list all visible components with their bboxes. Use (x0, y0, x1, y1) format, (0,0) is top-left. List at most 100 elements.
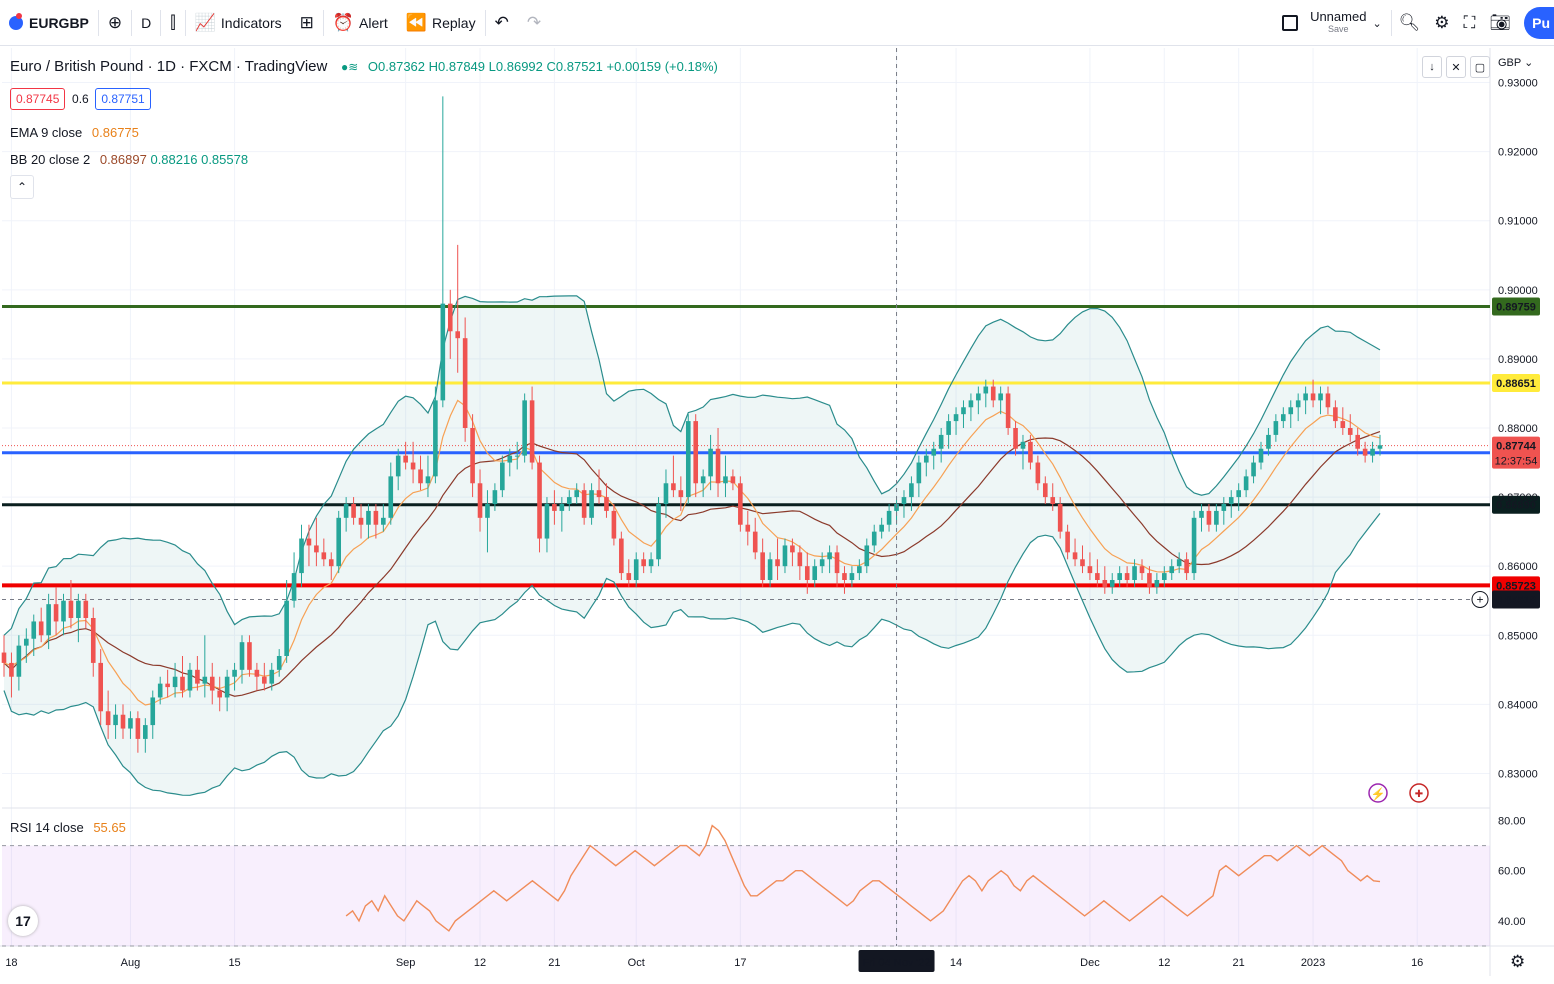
candle-body (864, 545, 870, 567)
undo-button[interactable]: ↶ (486, 0, 518, 46)
candle-body (708, 448, 713, 477)
compare-symbol-button[interactable]: ⊕ (99, 0, 131, 46)
candle-body (1095, 573, 1100, 580)
candle-body (46, 604, 51, 636)
candle (1191, 510, 1197, 580)
candle-body (961, 407, 966, 415)
pane-maximize-button[interactable]: ▢ (1470, 56, 1490, 78)
candle-body (752, 531, 758, 553)
candle (1124, 566, 1130, 587)
undo-icon: ↶ (494, 12, 509, 32)
quick-search-button[interactable]: 🔍︎ (1392, 0, 1428, 46)
indicators-icon: 📈 (194, 12, 216, 32)
candle (529, 386, 535, 470)
snapshot-button[interactable]: 📷︎ (1482, 0, 1518, 46)
candle (611, 504, 617, 546)
publish-button[interactable]: Pu (1524, 7, 1554, 39)
candle (328, 552, 334, 580)
candle (871, 524, 877, 553)
indicators-label: Indicators (220, 14, 282, 31)
layout-selector[interactable]: Unnamed Save ⌄ (1273, 0, 1391, 46)
price-tick-label: 0.85000 (1498, 630, 1538, 642)
candle (1347, 414, 1353, 442)
ema-legend[interactable]: EMA 9 close 0.86775 (10, 125, 139, 140)
candle-body (172, 676, 178, 688)
candle (373, 504, 379, 539)
candle (752, 517, 758, 560)
collapse-legend-button[interactable]: ⌃ (10, 175, 34, 199)
candle (953, 407, 959, 435)
candle-body (395, 455, 401, 477)
candle-body (1318, 393, 1323, 401)
redo-button[interactable]: ↷ (518, 0, 550, 46)
crosshair-time-label: Fri 04 Nov '22 (862, 957, 930, 969)
fullscreen-button[interactable]: ⛶ (1457, 0, 1483, 46)
pane-move-down-button[interactable]: ↓ (1422, 56, 1442, 78)
candle (671, 455, 676, 498)
candle-body (1206, 510, 1212, 525)
indicators-button[interactable]: 📈 Indicators (186, 0, 291, 46)
symbol-search-button[interactable]: EURGBP (0, 0, 98, 46)
lightning-event-icon (1368, 783, 1388, 803)
candle (931, 441, 937, 470)
candle-body (1042, 483, 1048, 498)
candle (314, 517, 319, 567)
rsi-legend[interactable]: RSI 14 close 55.65 (10, 820, 126, 835)
candle (24, 628, 29, 663)
candle (552, 490, 557, 525)
candle (1273, 414, 1279, 442)
candle-body (857, 566, 862, 574)
settings-button[interactable]: ⚙ (1427, 0, 1456, 46)
bb-legend[interactable]: BB 20 close 2 0.86897 0.88216 0.85578 (10, 152, 248, 167)
candle-body (284, 600, 289, 656)
candle (619, 531, 624, 580)
candle (916, 455, 922, 498)
candle-body (1370, 448, 1375, 456)
candle (1087, 552, 1093, 580)
candle (1199, 504, 1204, 532)
candle (269, 662, 275, 691)
rsi-tick-label: 40.00 (1498, 916, 1526, 928)
buy-button[interactable]: 0.87751 (95, 88, 151, 110)
candle-body (328, 559, 334, 567)
arrow-down-icon: ↓ (1429, 61, 1435, 73)
candle (1303, 386, 1308, 415)
candle-body (529, 400, 535, 463)
candle-body (113, 714, 118, 726)
candle (410, 441, 416, 484)
candle-body (343, 504, 349, 518)
tradingview-logo-icon[interactable]: 17 (8, 906, 38, 936)
candle-body (641, 559, 646, 567)
candle-body (797, 552, 803, 567)
candle (120, 704, 126, 739)
replay-button[interactable]: ⏪ Replay (397, 0, 485, 46)
candle-body (983, 386, 989, 394)
candle-body (120, 714, 126, 729)
candle (492, 483, 498, 511)
pane-collapse-button[interactable]: ✕ (1446, 56, 1466, 78)
sell-button[interactable]: 0.87745 (10, 88, 66, 110)
alert-button[interactable]: ⏰ Alert (324, 0, 397, 46)
templates-button[interactable]: ⊞ (291, 0, 323, 46)
candle-body (723, 476, 728, 484)
dashed-level-label: 0.85518 (1496, 594, 1536, 606)
candle-body (1057, 504, 1063, 532)
candle (1169, 559, 1175, 580)
candle-body (559, 504, 565, 511)
interval-button[interactable]: D (132, 0, 160, 46)
currency-selector[interactable]: GBP ⌄ (1498, 57, 1534, 69)
axis-settings-gear-icon[interactable]: ⚙ (1510, 952, 1526, 971)
axes: 0.897590.886510.876420.868900.857230.855… (5, 48, 1540, 972)
candle (284, 580, 289, 663)
candle (1206, 504, 1212, 532)
candle-body (247, 642, 252, 670)
chart-type-button[interactable]: ⫿ (161, 0, 184, 46)
candle-body (462, 338, 468, 428)
bb-lower-value: 0.85578 (201, 152, 249, 167)
right-toolbar: Unnamed Save ⌄ 🔍︎ ⚙ ⛶ 📷︎ Pu (1273, 0, 1554, 46)
candle (1251, 455, 1256, 484)
time-tick-label: 17 (734, 957, 746, 969)
candle (388, 462, 394, 525)
candle (187, 662, 193, 698)
